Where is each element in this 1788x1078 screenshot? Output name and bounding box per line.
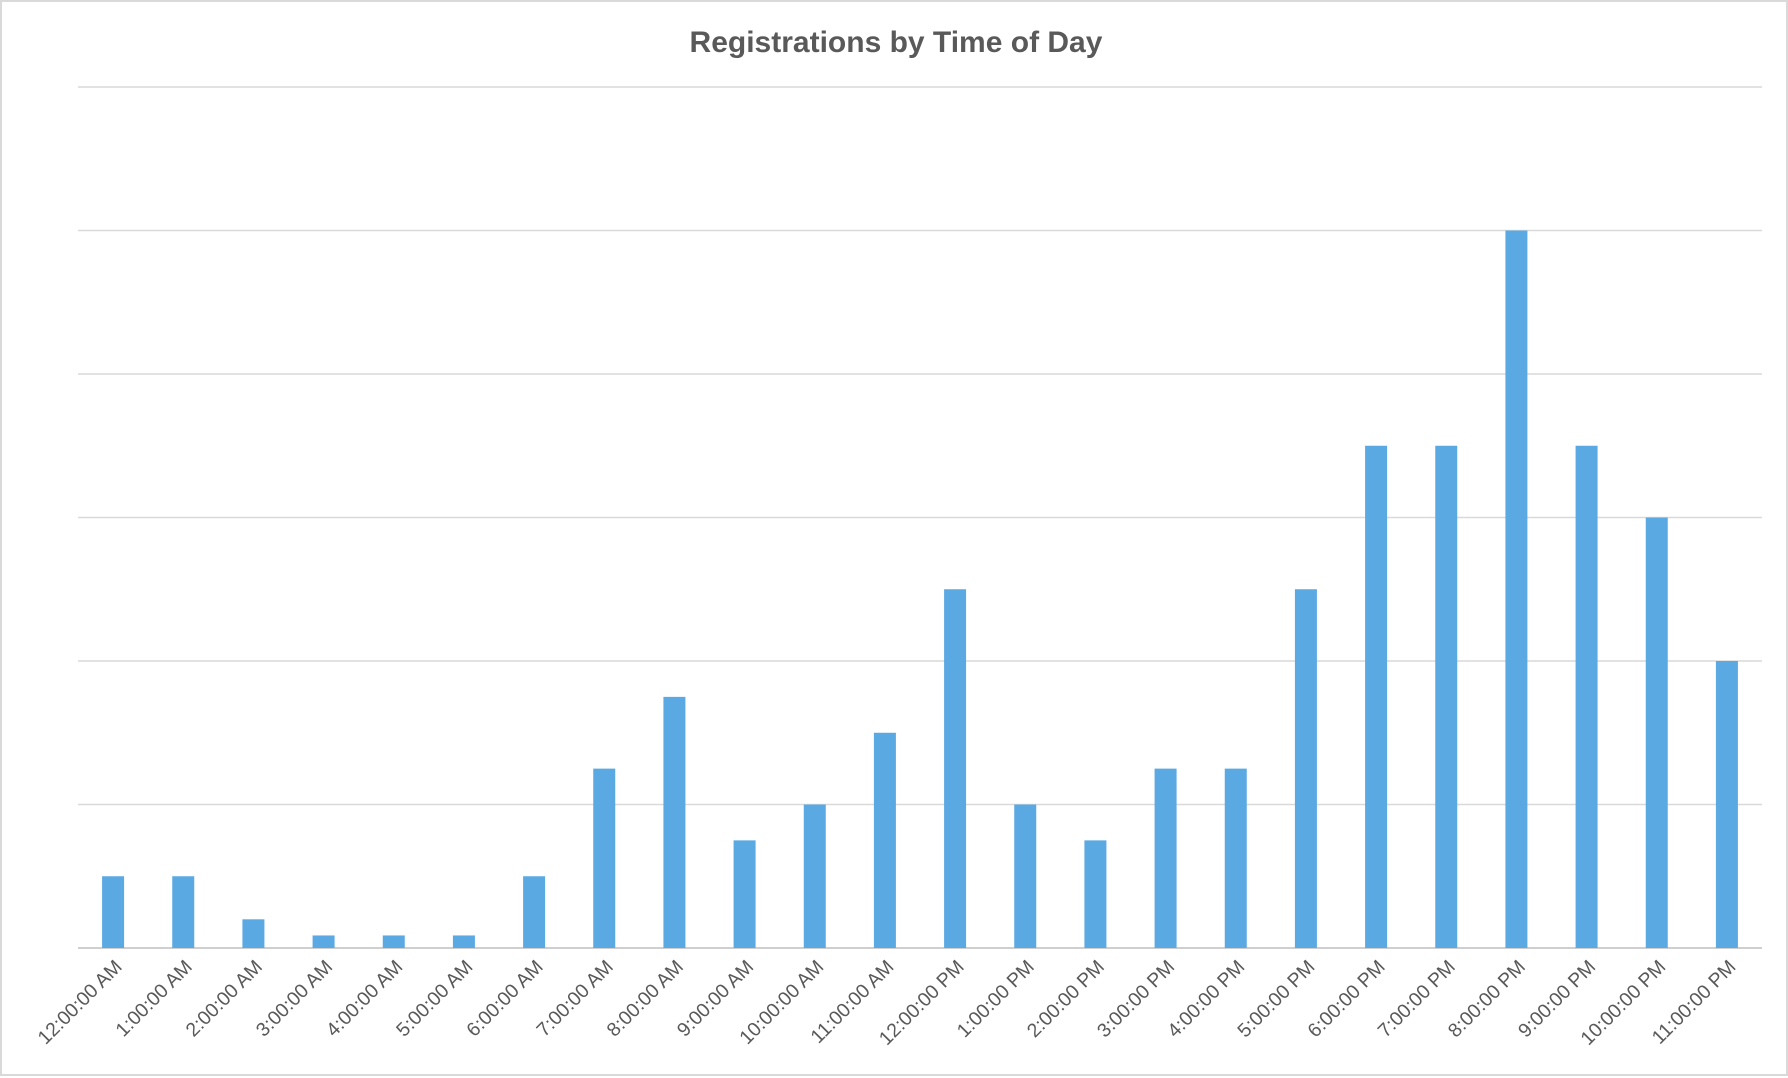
bar (1505, 230, 1528, 948)
gridlines (78, 86, 1762, 949)
bar (593, 768, 616, 948)
bar (1645, 517, 1668, 948)
bar (1715, 661, 1738, 948)
bar (172, 876, 195, 948)
bar (1365, 445, 1388, 948)
bar (452, 935, 475, 948)
bar (1294, 589, 1317, 948)
x-axis-labels: 12:00:00 AM1:00:00 AM2:00:00 AM3:00:00 A… (34, 956, 1741, 1050)
bar (102, 876, 125, 948)
bar (1084, 840, 1107, 948)
bar (803, 804, 826, 948)
bar (312, 935, 335, 948)
bar (1154, 768, 1177, 948)
bar (733, 840, 756, 948)
bars (102, 230, 1738, 948)
chart-title: Registrations by Time of Day (690, 26, 1103, 59)
bar (242, 919, 265, 948)
bar (873, 732, 896, 948)
bar (1224, 768, 1247, 948)
bar (1435, 445, 1458, 948)
x-tick-label: 12:00:00 AM (34, 956, 127, 1049)
bar (944, 589, 967, 948)
bar (382, 935, 405, 948)
bar (523, 876, 546, 948)
bar (1575, 445, 1598, 948)
bar (1014, 804, 1037, 948)
bar (663, 696, 686, 948)
